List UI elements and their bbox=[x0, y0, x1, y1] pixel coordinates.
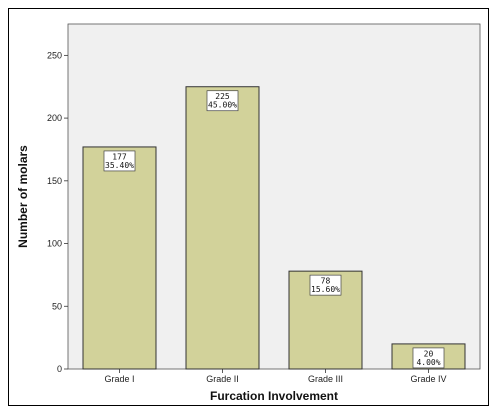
x-tick-label: Grade IV bbox=[410, 374, 446, 384]
data-label-box bbox=[309, 274, 342, 296]
y-axis-title: Number of molars bbox=[16, 145, 30, 248]
x-tick-label: Grade I bbox=[104, 374, 134, 384]
bar bbox=[185, 86, 260, 370]
data-label-percent: 45.00% bbox=[208, 101, 237, 110]
data-label-box bbox=[206, 90, 239, 112]
x-axis-title: Furcation Involvement bbox=[210, 389, 338, 403]
chart-frame: 177 35.40% 225 45.00% 78 15.60% 20 4.00% 0 50 100… bbox=[8, 8, 489, 406]
x-tick-label: Grade III bbox=[308, 374, 343, 384]
y-tick-label: 50 bbox=[52, 301, 62, 311]
data-label-count: 225 bbox=[215, 92, 230, 101]
y-tick-label: 150 bbox=[47, 176, 62, 186]
x-tick-label: Grade II bbox=[206, 374, 239, 384]
data-label-percent: 4.00% bbox=[416, 358, 440, 367]
y-tick-label: 100 bbox=[47, 239, 62, 249]
data-label-count: 78 bbox=[321, 277, 331, 286]
axes-group: 0 50 100 150 200 250 Grade I Grade II Grade III G… bbox=[47, 50, 447, 384]
data-label-box bbox=[412, 347, 445, 369]
y-tick-label: 0 bbox=[57, 364, 62, 374]
data-label-count: 20 bbox=[424, 349, 434, 358]
data-label-box bbox=[103, 150, 136, 172]
bar bbox=[82, 146, 157, 370]
data-label-count: 177 bbox=[112, 152, 127, 161]
y-tick-label: 200 bbox=[47, 113, 62, 123]
data-label-percent: 15.60% bbox=[311, 285, 340, 294]
data-label-percent: 35.40% bbox=[105, 161, 134, 170]
y-tick-label: 250 bbox=[47, 50, 62, 60]
